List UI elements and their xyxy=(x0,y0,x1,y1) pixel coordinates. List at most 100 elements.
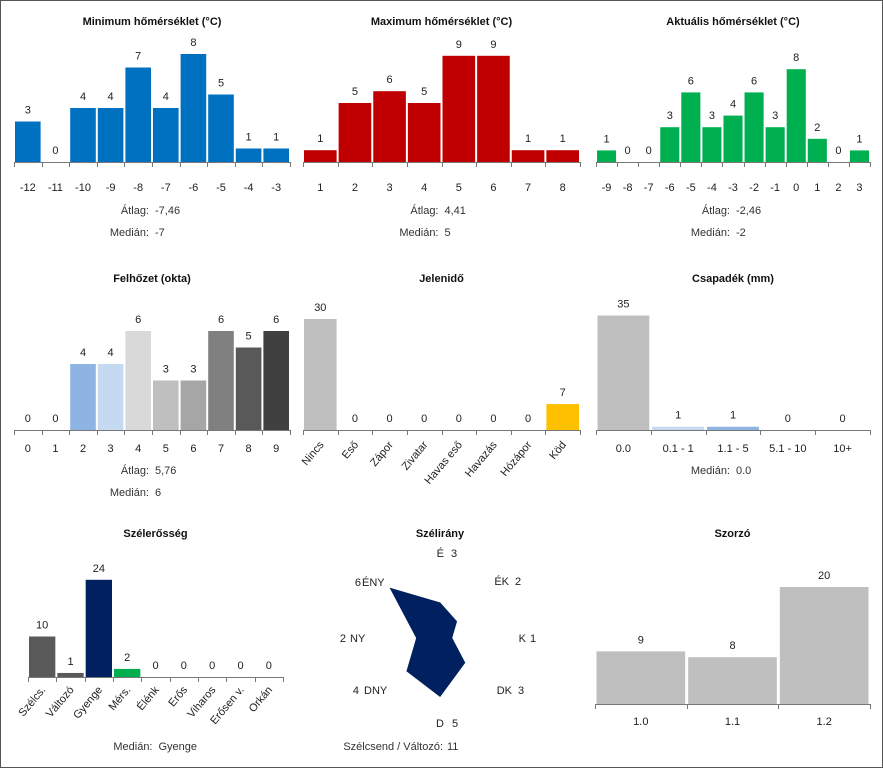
szel-value-label: 1 xyxy=(67,656,73,668)
max-value-label: 9 xyxy=(490,39,496,51)
felho-value-label: 6 xyxy=(135,314,141,326)
akt-category-label: -9 xyxy=(602,182,612,194)
felho-value-label: 4 xyxy=(108,347,114,359)
szorzo-title: Szorzó xyxy=(714,528,750,540)
akt-value-label: 1 xyxy=(856,133,862,145)
min-category-label: -6 xyxy=(189,182,199,194)
max-category-label: 4 xyxy=(421,182,427,194)
min-value-label: 7 xyxy=(135,51,141,63)
akt-value-label: 6 xyxy=(751,75,757,87)
max-stat-label: Medián: xyxy=(399,227,438,239)
max-category-label: 8 xyxy=(560,182,566,194)
akt-bar xyxy=(786,69,806,162)
max-bar xyxy=(442,55,476,162)
csap-category-label: 1.1 - 5 xyxy=(717,443,748,455)
akt-category-label: -1 xyxy=(770,182,780,194)
jelen-bar xyxy=(546,404,579,430)
akt-value-label: 0 xyxy=(835,145,841,157)
felho-bar xyxy=(180,380,207,430)
max-bar xyxy=(338,103,372,162)
max-bar xyxy=(373,91,406,162)
akt-stat-label: Átlag: xyxy=(702,204,730,217)
max-value-label: 1 xyxy=(317,133,323,145)
felho-bar xyxy=(153,380,179,430)
felho-category-label: 8 xyxy=(246,443,252,455)
akt-value-label: 3 xyxy=(772,110,778,122)
felho-value-label: 0 xyxy=(52,413,58,425)
min-value-label: 8 xyxy=(190,37,196,49)
max-category-label: 2 xyxy=(352,182,358,194)
szel-bar xyxy=(29,636,56,677)
max-category-label: 3 xyxy=(387,182,393,194)
wind-direction-label: É xyxy=(437,547,444,560)
szel-bar xyxy=(85,579,112,677)
felho-category-label: 0 xyxy=(25,443,31,455)
akt-bar xyxy=(807,138,827,162)
akt-category-label: 2 xyxy=(835,182,841,194)
wind-direction-value: 1 xyxy=(530,633,536,645)
felho-bar xyxy=(125,331,151,430)
jelen-category-label: Hózápor xyxy=(498,439,534,479)
akt-value-label: 0 xyxy=(625,145,631,157)
jelen-category-label: Zivatar xyxy=(400,439,431,473)
akt-category-label: 1 xyxy=(814,182,820,194)
min-category-label: -5 xyxy=(216,182,226,194)
akt-bar xyxy=(597,150,617,162)
min-bar xyxy=(70,108,96,162)
akt-category-label: -2 xyxy=(749,182,759,194)
csap-category-label: 0.0 xyxy=(616,443,631,455)
szel-category-label: Gyenge xyxy=(71,684,105,721)
wind-direction-label: NY xyxy=(350,633,366,645)
felho-stat-label: Medián: xyxy=(110,487,149,499)
akt-category-label: -6 xyxy=(665,182,675,194)
felho-category-label: 2 xyxy=(80,443,86,455)
szel-value-label: 0 xyxy=(237,660,243,672)
akt-stat-value: -2,46 xyxy=(736,205,761,217)
szel-value-label: 24 xyxy=(93,563,105,575)
min-title: Minimum hőmérséklet (°C) xyxy=(83,16,222,28)
csap-value-label: 0 xyxy=(840,413,846,425)
min-value-label: 5 xyxy=(218,78,224,90)
akt-category-label: -8 xyxy=(623,182,633,194)
akt-bar xyxy=(681,92,701,162)
felho-category-label: 3 xyxy=(108,443,114,455)
szel-category-label: Élénk xyxy=(134,683,162,713)
akt-category-label: -7 xyxy=(644,182,654,194)
wind-direction-label: K xyxy=(519,633,527,645)
max-bar xyxy=(546,150,579,162)
felho-bar xyxy=(97,364,124,430)
calm-variable-label: Szélcsend / Változó: xyxy=(343,741,443,753)
wind-direction-label: DK xyxy=(497,685,513,697)
akt-category-label: 0 xyxy=(793,182,799,194)
min-bar xyxy=(97,108,124,162)
min-bar xyxy=(235,148,262,162)
min-bar xyxy=(263,148,289,162)
szorzo-value-label: 20 xyxy=(818,570,830,582)
min-value-label: 1 xyxy=(273,132,279,144)
wind-direction-label: ÉNY xyxy=(362,576,385,589)
felho-category-label: 7 xyxy=(218,443,224,455)
wind-direction-value: 3 xyxy=(518,685,524,697)
max-value-label: 1 xyxy=(525,133,531,145)
szorzo-value-label: 8 xyxy=(729,640,735,652)
jelen-category-label: Nincs xyxy=(300,439,327,468)
akt-category-label: -4 xyxy=(707,182,717,194)
felho-value-label: 6 xyxy=(273,314,279,326)
min-stat-label: Átlag: xyxy=(121,204,149,217)
csap-category-label: 5.1 - 10 xyxy=(769,443,806,455)
szel-bar xyxy=(114,668,141,677)
csap-value-label: 1 xyxy=(675,410,681,422)
min-category-label: -11 xyxy=(48,182,63,194)
max-bar xyxy=(477,55,510,162)
max-category-label: 1 xyxy=(317,182,323,194)
jelen-value-label: 7 xyxy=(560,387,566,399)
csap-value-label: 0 xyxy=(785,413,791,425)
min-category-label: -12 xyxy=(20,182,36,194)
min-bar xyxy=(153,108,179,162)
szel-bar xyxy=(57,672,84,677)
max-category-label: 6 xyxy=(490,182,496,194)
akt-bar xyxy=(849,150,869,162)
jelen-value-label: 30 xyxy=(314,302,326,314)
akt-value-label: 2 xyxy=(814,122,820,134)
